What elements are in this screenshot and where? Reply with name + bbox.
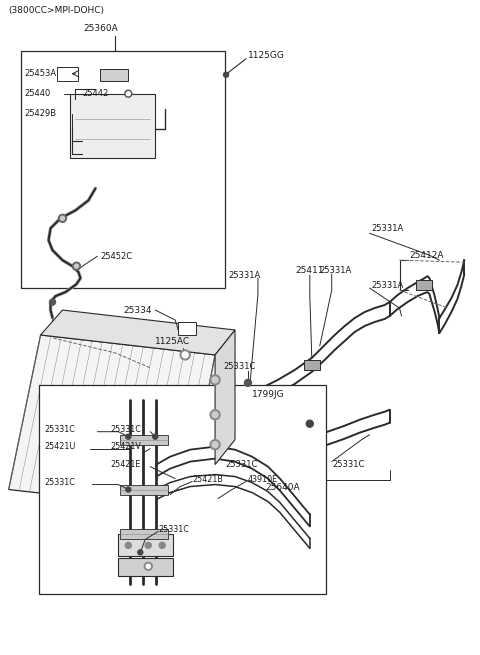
Circle shape — [212, 377, 218, 383]
Bar — [57, 67, 78, 81]
Bar — [100, 69, 128, 81]
Polygon shape — [155, 79, 170, 159]
Text: (3800CC>MPI-DOHC): (3800CC>MPI-DOHC) — [9, 7, 105, 16]
Bar — [417, 280, 432, 290]
Bar — [21, 51, 225, 288]
Text: 25331C: 25331C — [45, 425, 75, 434]
Circle shape — [182, 352, 188, 358]
Text: 25331C: 25331C — [333, 460, 365, 469]
Bar — [178, 322, 196, 335]
Circle shape — [159, 542, 165, 548]
Text: 25421V: 25421V — [110, 442, 141, 451]
Text: 25331C: 25331C — [45, 478, 75, 487]
Circle shape — [144, 563, 152, 571]
Polygon shape — [215, 330, 235, 464]
Bar — [120, 529, 168, 539]
Bar — [119, 534, 173, 556]
Circle shape — [153, 434, 158, 439]
Bar — [120, 485, 168, 495]
Circle shape — [126, 92, 130, 96]
Text: 25421U: 25421U — [45, 442, 76, 451]
Text: 25412A: 25412A — [409, 251, 444, 260]
Polygon shape — [41, 310, 235, 355]
Text: 25452C: 25452C — [100, 252, 132, 261]
Text: 25331C: 25331C — [225, 460, 257, 469]
Bar — [71, 94, 155, 159]
Circle shape — [126, 487, 131, 492]
Circle shape — [224, 72, 228, 77]
Polygon shape — [71, 79, 170, 94]
Bar — [240, 402, 256, 412]
Circle shape — [49, 299, 56, 305]
Text: 25411: 25411 — [296, 266, 324, 274]
Text: 25442: 25442 — [83, 89, 108, 98]
Circle shape — [125, 90, 132, 97]
Text: 25331A: 25331A — [372, 224, 404, 233]
Text: 25453A: 25453A — [24, 69, 57, 78]
Circle shape — [59, 214, 67, 222]
Circle shape — [126, 434, 131, 439]
Circle shape — [74, 264, 78, 268]
Circle shape — [146, 565, 150, 569]
Circle shape — [212, 441, 218, 447]
Circle shape — [306, 421, 313, 427]
Bar — [38, 385, 326, 594]
Circle shape — [125, 542, 132, 548]
Text: 25421B: 25421B — [192, 475, 223, 484]
Text: 25331A: 25331A — [228, 271, 260, 280]
Text: 1125GG: 1125GG — [248, 51, 285, 60]
Text: 25331A: 25331A — [372, 280, 404, 290]
Circle shape — [138, 550, 143, 555]
Bar — [119, 558, 173, 576]
Text: 1125AC: 1125AC — [155, 337, 191, 346]
Text: 25440: 25440 — [24, 89, 51, 98]
Circle shape — [244, 379, 252, 386]
Text: 25421E: 25421E — [110, 460, 141, 469]
Circle shape — [60, 216, 64, 220]
Circle shape — [210, 440, 220, 449]
Text: 25331C: 25331C — [158, 525, 189, 534]
Circle shape — [210, 410, 220, 420]
Circle shape — [210, 375, 220, 385]
Circle shape — [180, 350, 190, 360]
Circle shape — [145, 542, 151, 548]
Bar — [304, 360, 320, 370]
Text: 25331C: 25331C — [110, 425, 141, 434]
Text: 25360A: 25360A — [83, 24, 118, 33]
Circle shape — [72, 262, 81, 270]
Bar — [120, 435, 168, 445]
Polygon shape — [9, 335, 215, 510]
Text: 25334: 25334 — [123, 305, 152, 314]
Text: 43910E: 43910E — [248, 475, 278, 484]
Circle shape — [212, 412, 218, 418]
Text: 25331A: 25331A — [320, 266, 352, 274]
Text: 1799JG: 1799JG — [252, 390, 285, 400]
Text: 25331C: 25331C — [224, 362, 256, 371]
Text: 25429B: 25429B — [24, 109, 57, 118]
Text: 25640A: 25640A — [265, 483, 300, 492]
